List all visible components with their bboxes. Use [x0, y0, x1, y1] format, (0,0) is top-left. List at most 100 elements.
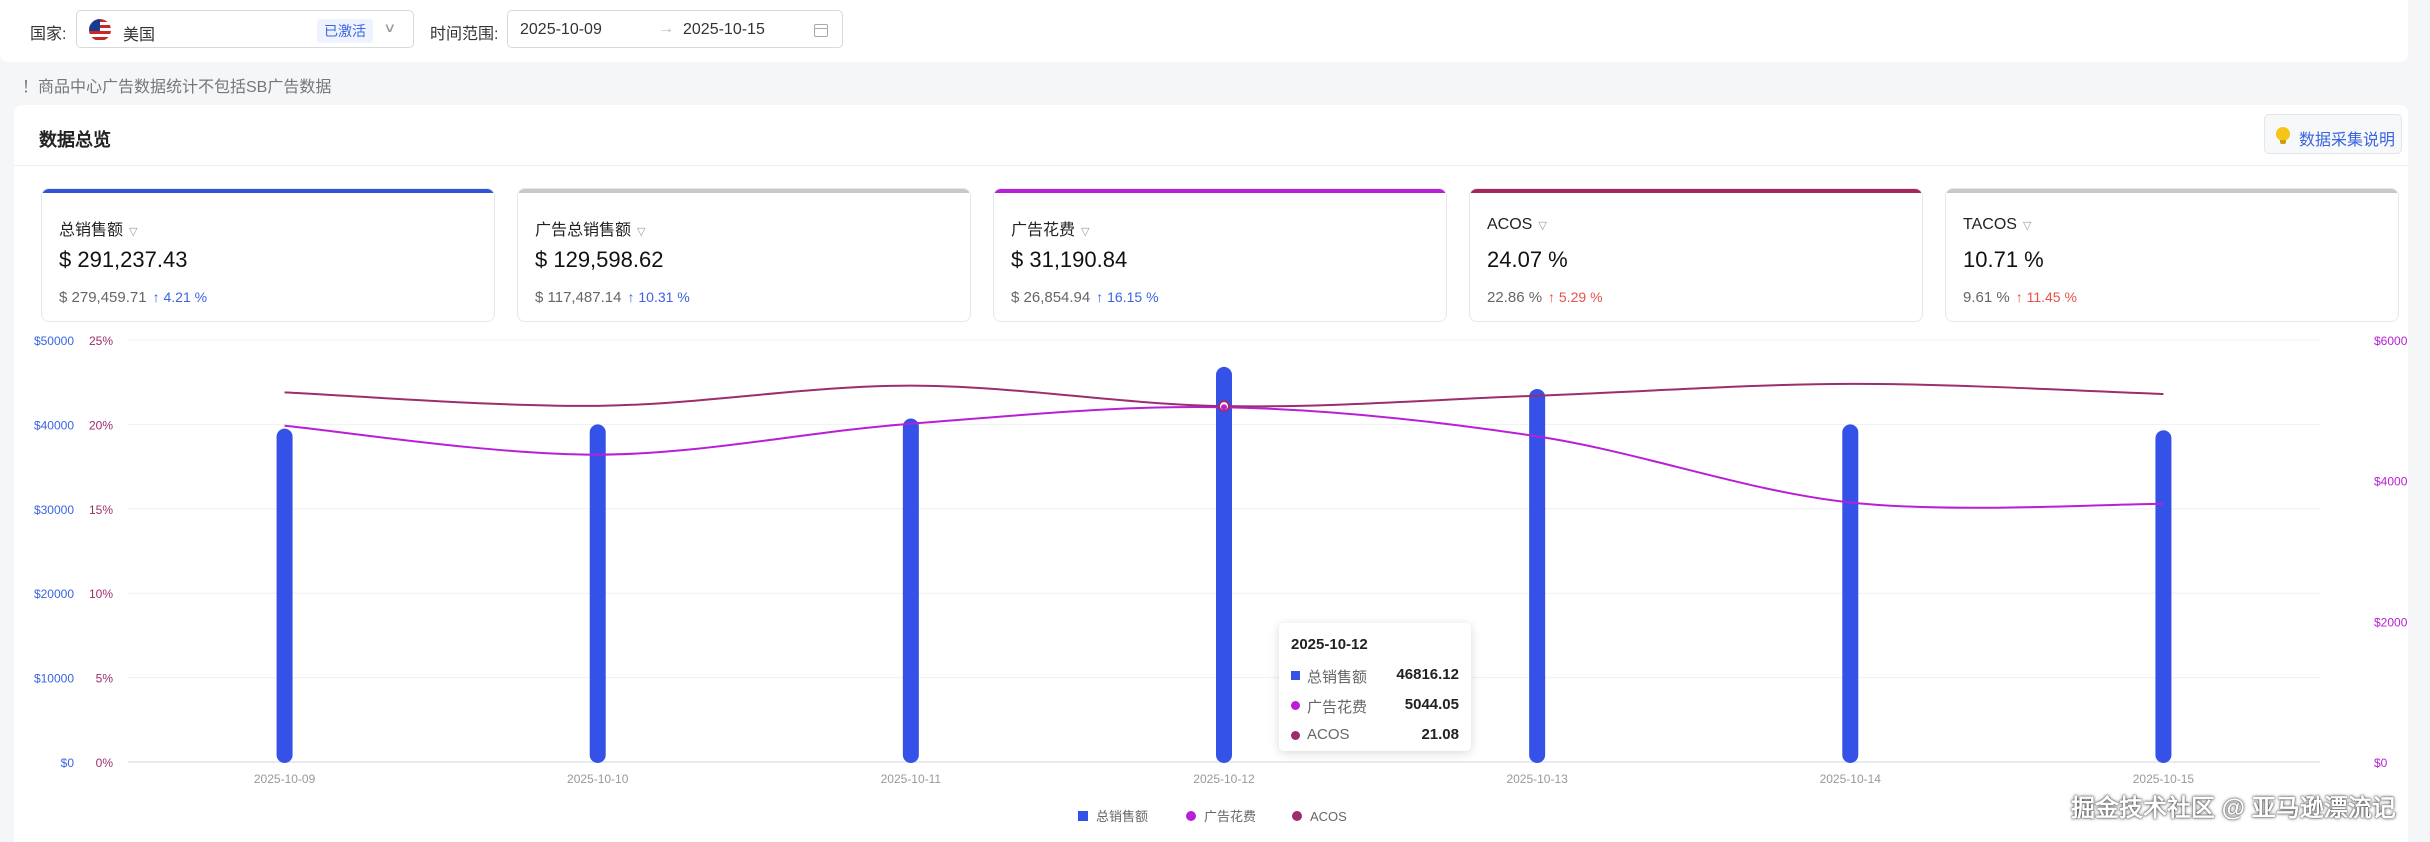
card-value: $ 291,237.43 [59, 247, 188, 272]
axis-tick-label-left-percent: 20% [89, 418, 113, 432]
axis-tick-label-left-dollar: $0 [61, 756, 75, 770]
x-tick-label: 2025-10-13 [1506, 772, 1568, 786]
axis-tick-label-left-dollar: $20000 [34, 587, 74, 601]
axis-tick-label-left-dollar: $50000 [34, 334, 74, 348]
axis-tick-label-left-percent: 10% [89, 587, 113, 601]
tooltip-row: ACOS 21.08 [1291, 726, 1459, 744]
axis-tick-label-left-percent: 25% [89, 334, 113, 348]
date-end-input[interactable]: 2025-10-15 [683, 21, 765, 38]
legend-marker-ad-spend [1186, 811, 1196, 821]
tooltip-row: 总销售额 46816.12 [1291, 666, 1459, 686]
axis-tick-label-left-percent: 0% [96, 756, 114, 770]
country-label: 国家: [30, 26, 67, 43]
card-value: $ 129,598.62 [535, 247, 664, 272]
axis-tick-label-left-percent: 5% [96, 672, 114, 686]
axis-tick-label-left-dollar: $10000 [34, 672, 74, 686]
arrow-right-icon: → [658, 20, 674, 37]
card-delta: ↑ 11.45 % [2015, 289, 2077, 305]
watermark: 掘金技术社区 @ 亚马逊漂流记 [2071, 795, 2396, 822]
tooltip-series-name: 总销售额 [1307, 669, 1368, 686]
chevron-down-icon[interactable]: ▽ [129, 226, 138, 238]
card-prev-value: $ 26,854.94 [1011, 289, 1091, 306]
metric-card-ad-spend[interactable]: 广告花费 ▽ $ 31,190.84 $ 26,854.94 ↑ 16.15 % [993, 188, 1447, 322]
chevron-down-icon[interactable]: ▽ [1538, 220, 1547, 232]
help-button-label: 数据采集说明 [2299, 132, 2396, 149]
axis-tick-label-left-dollar: $30000 [34, 503, 74, 517]
sales-chart: $0 $10000 $20000 $30000 $40000 $50000 0% 5% 10% 1… [34, 334, 2408, 824]
card-delta: ↑ 16.15 % [1096, 289, 1159, 305]
axis-tick-label-right-dollar: $6000 [2374, 334, 2408, 348]
chevron-down-icon[interactable]: ▽ [637, 226, 646, 238]
bar-total-sales [902, 418, 919, 763]
tooltip-date: 2025-10-12 [1291, 636, 1368, 653]
active-badge: 已激活 [317, 19, 373, 43]
tooltip-series-value: 5044.05 [1404, 696, 1459, 713]
card-accent [994, 189, 1446, 193]
card-value: 10.71 % [1963, 247, 2044, 272]
x-tick-label: 2025-10-14 [1820, 772, 1882, 786]
card-accent [518, 189, 970, 193]
data-collection-help-button[interactable]: 数据采集说明 [2264, 114, 2402, 154]
axis-tick-label-left-percent: 15% [89, 503, 113, 517]
chart-tooltip: 2025-10-12 总销售额 46816.12 广告花费 5044.05 AC… [1279, 623, 1471, 751]
axis-tick-label-right-dollar: $4000 [2374, 475, 2408, 489]
chevron-down-icon[interactable]: ▽ [1081, 226, 1090, 238]
data-overview-panel: 数据总览 数据采集说明 总销售额 ▽ $ 291,237.43 $ 279,459… [14, 105, 2408, 842]
series-marker-icon [1291, 701, 1300, 710]
card-accent [42, 189, 494, 193]
x-tick-label: 2025-10-12 [1193, 772, 1255, 786]
card-title: 广告总销售额 [535, 222, 632, 239]
tooltip-series-value: 46816.12 [1396, 666, 1459, 683]
chevron-down-icon[interactable]: ▽ [2022, 220, 2032, 232]
tooltip-row: 广告花费 5044.05 [1291, 696, 1459, 716]
bar-total-sales [1529, 388, 1546, 763]
bar-total-sales [276, 428, 293, 763]
axis-tick-label-left-dollar: $40000 [34, 418, 74, 432]
series-marker-icon [1291, 671, 1300, 680]
country-value: 美国 [123, 27, 156, 44]
card-prev-value: $ 279,459.71 [59, 289, 147, 306]
card-prev-value: 22.86 % [1487, 289, 1543, 306]
bar-total-sales [1216, 366, 1232, 763]
card-accent [1946, 189, 2398, 193]
card-value: 24.07 % [1487, 247, 1568, 272]
card-delta: ↑ 5.29 % [1548, 289, 1603, 305]
country-select[interactable]: 美国 已激活 ∨ [76, 10, 414, 48]
card-title: 总销售额 [59, 222, 124, 239]
metric-card-tacos[interactable]: TACOS ▽ 10.71 % 9.61 % ↑ 11.45 % [1945, 188, 2399, 322]
card-title: TACOS [1963, 216, 2017, 233]
panel-title: 数据总览 [39, 130, 111, 150]
bar-total-sales [1842, 424, 1859, 763]
date-range-label: 时间范围: [430, 26, 499, 43]
legend-marker-acos [1292, 811, 1302, 821]
chevron-down-icon: ∨ [383, 20, 397, 35]
card-title: 广告花费 [1011, 222, 1076, 239]
legend-label: 广告花费 [1204, 809, 1256, 824]
card-value: $ 31,190.84 [1011, 247, 1128, 272]
metric-card-total-sales[interactable]: 总销售额 ▽ $ 291,237.43 $ 279,459.71 ↑ 4.21 % [41, 188, 495, 322]
calendar-icon[interactable] [814, 24, 828, 37]
card-delta: ↑ 4.21 % [152, 289, 208, 305]
x-tick-label: 2025-10-15 [2133, 772, 2195, 786]
date-range-picker[interactable]: 2025-10-09 → 2025-10-15 [507, 10, 843, 48]
date-start-input[interactable]: 2025-10-09 [520, 21, 602, 38]
card-title: ACOS [1487, 216, 1533, 233]
tooltip-series-value: 21.08 [1421, 726, 1459, 743]
series-marker-icon [1291, 731, 1300, 740]
bar-total-sales [2155, 430, 2172, 763]
lightbulb-icon [2276, 127, 2290, 144]
legend-marker-total-sales [1078, 811, 1088, 821]
legend-label: 总销售额 [1096, 809, 1148, 824]
divider [14, 165, 2408, 166]
card-prev-value: 9.61 % [1963, 289, 2010, 306]
metric-card-ad-sales[interactable]: 广告总销售额 ▽ $ 129,598.62 $ 117,487.14 ↑ 10.31… [517, 188, 971, 322]
legend-label: ACOS [1310, 809, 1347, 824]
card-prev-value: $ 117,487.14 [535, 289, 622, 306]
filter-bar: 国家: 美国 已激活 ∨ 时间范围: 2025-10-09 → 2025-10-… [0, 0, 2408, 62]
bar-total-sales [589, 424, 606, 763]
x-tick-label: 2025-10-10 [567, 772, 629, 786]
notice-text: ！商品中心广告数据统计不包括SB广告数据 [22, 79, 332, 96]
x-tick-label: 2025-10-11 [881, 772, 942, 786]
metric-card-acos[interactable]: ACOS ▽ 24.07 % 22.86 % ↑ 5.29 % [1469, 188, 1923, 322]
axis-tick-label-right-dollar: $2000 [2374, 615, 2408, 629]
